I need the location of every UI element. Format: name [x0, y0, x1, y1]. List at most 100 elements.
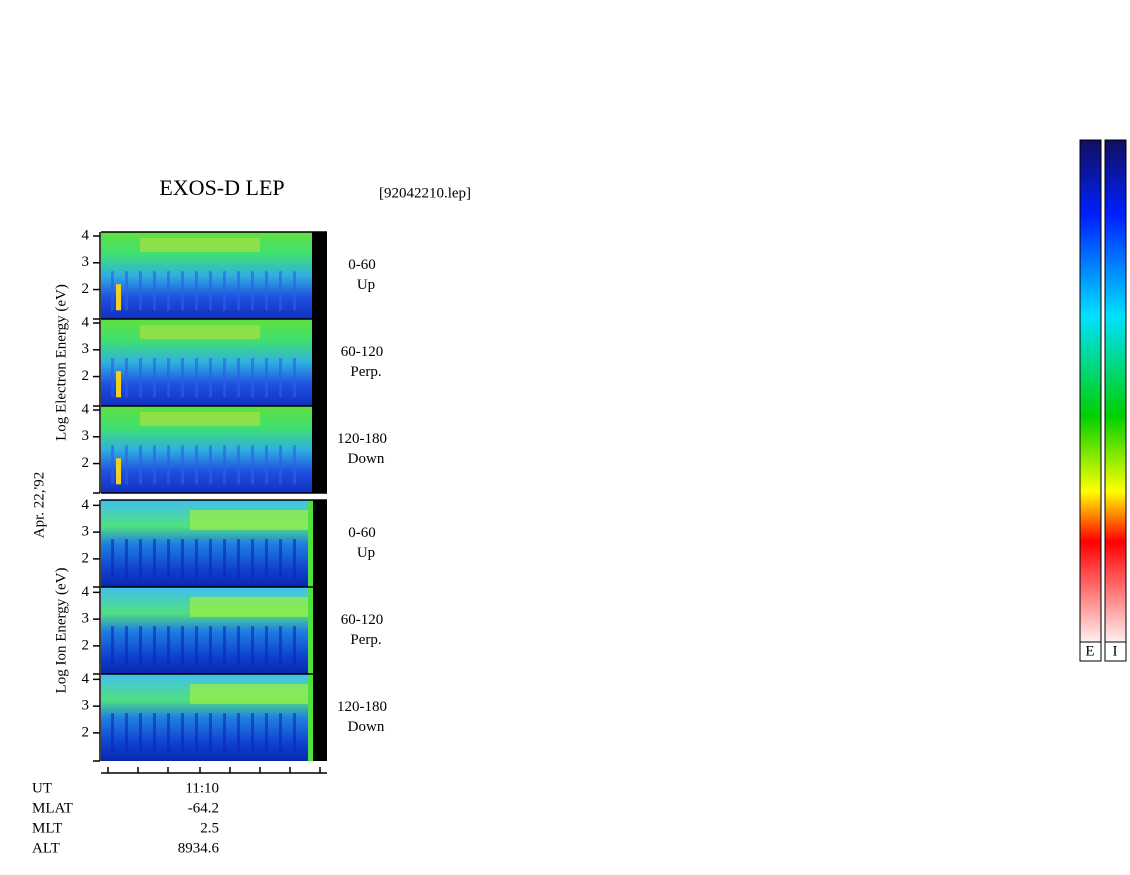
- spectrogram-streak: [167, 358, 170, 398]
- spectrogram-streak: [111, 713, 114, 753]
- direction: Perp.: [350, 364, 381, 380]
- spectrogram-streak: [223, 271, 226, 311]
- spectrogram-streak: [139, 539, 142, 579]
- spectrogram-streak: [251, 445, 254, 485]
- spectrogram-spike: [116, 284, 121, 311]
- spectrogram-streak: [153, 271, 156, 311]
- spectrogram-streak: [209, 713, 212, 753]
- spectrogram-streak: [195, 539, 198, 579]
- spectrogram-streak: [251, 539, 254, 579]
- spectrogram-streak: [167, 539, 170, 579]
- spectrogram-streak: [237, 271, 240, 311]
- spectrogram-streak: [111, 626, 114, 666]
- pitch-angle: 60-120: [341, 344, 384, 360]
- footer-label: UT: [32, 780, 52, 796]
- spectrogram-streak: [125, 358, 128, 398]
- spectrogram-streak: [237, 713, 240, 753]
- spectrogram-streak: [279, 539, 282, 579]
- y-tick-label: 4: [82, 314, 90, 330]
- spectrogram-streak: [209, 539, 212, 579]
- spectrogram-streak: [237, 358, 240, 398]
- spectrogram-streak: [153, 713, 156, 753]
- y-tick-label: 4: [82, 497, 90, 513]
- y-tick-label: 4: [82, 227, 90, 243]
- file-name: [92042210.lep]: [379, 185, 471, 201]
- y-tick-label: 2: [82, 550, 90, 566]
- spectrogram-streak: [181, 358, 184, 398]
- y-tick-label: 3: [82, 698, 90, 714]
- y-tick-label: 4: [82, 671, 90, 687]
- direction: Down: [348, 719, 385, 735]
- pitch-angle: 0-60: [348, 257, 376, 273]
- spectrogram-streak: [195, 358, 198, 398]
- spectrogram-band: [140, 412, 260, 426]
- spectrogram-streak: [279, 358, 282, 398]
- spectrogram-streak: [223, 626, 226, 666]
- footer-value: 8934.6: [178, 840, 220, 856]
- direction: Up: [357, 277, 375, 293]
- data-edge: [308, 674, 313, 761]
- data-gap: [312, 319, 327, 406]
- spectrogram-streak: [293, 358, 296, 398]
- data-gap: [313, 587, 327, 674]
- colorbar-label-box: [1104, 641, 1127, 662]
- spectrogram-spike: [116, 371, 121, 398]
- data-gap: [313, 674, 327, 761]
- spectrogram-streak: [223, 358, 226, 398]
- y-tick-label: 2: [82, 281, 90, 297]
- y-tick-label: 3: [82, 341, 90, 357]
- footer-value: 11:10: [185, 780, 219, 796]
- spectrogram-streak: [125, 445, 128, 485]
- spectrogram-streak: [237, 539, 240, 579]
- footer-label: MLAT: [32, 800, 73, 816]
- data-gap: [312, 232, 327, 319]
- spectrogram-streak: [181, 713, 184, 753]
- spectrogram-streak: [293, 713, 296, 753]
- spectrogram-streak: [237, 626, 240, 666]
- colorbar: [1104, 139, 1127, 643]
- pitch-angle: 0-60: [348, 525, 376, 541]
- spectrogram-streak: [265, 358, 268, 398]
- y-tick-label: 4: [82, 584, 90, 600]
- y-tick-label: 3: [82, 428, 90, 444]
- spectrogram-streak: [167, 445, 170, 485]
- direction: Perp.: [350, 632, 381, 648]
- spectrogram-streak: [265, 713, 268, 753]
- pitch-angle: 120-180: [337, 431, 387, 447]
- spectrogram-streak: [265, 626, 268, 666]
- spectrogram-streak: [195, 271, 198, 311]
- spectrogram-streak: [223, 445, 226, 485]
- y-tick-label: 4: [82, 401, 90, 417]
- spectrogram-band: [190, 597, 308, 617]
- spectrogram-streak: [181, 539, 184, 579]
- data-gap: [312, 406, 327, 493]
- spectrogram-streak: [111, 539, 114, 579]
- spectrogram-streak: [153, 358, 156, 398]
- spectrogram-band: [140, 325, 260, 339]
- spectrogram-streak: [167, 713, 170, 753]
- footer-value: -64.2: [188, 800, 219, 816]
- spectrogram-streak: [181, 271, 184, 311]
- pitch-angle: 60-120: [341, 612, 384, 628]
- data-gap: [313, 500, 327, 587]
- spectrogram-streak: [279, 626, 282, 666]
- spectrogram-streak: [279, 445, 282, 485]
- spectrogram-streak: [209, 358, 212, 398]
- spectrogram-streak: [125, 713, 128, 753]
- spectrogram-streak: [251, 713, 254, 753]
- spectrogram-streak: [125, 539, 128, 579]
- spectrogram-streak: [111, 358, 114, 398]
- spectrogram-streak: [279, 713, 282, 753]
- spectrogram-streak: [125, 271, 128, 311]
- spectrogram-streak: [293, 445, 296, 485]
- y-tick-label: 2: [82, 368, 90, 384]
- spectrogram-band: [140, 238, 260, 252]
- spectrogram-streak: [195, 713, 198, 753]
- spectrogram-streak: [265, 539, 268, 579]
- colorbar-label: I: [1113, 643, 1118, 659]
- spectrogram-streak: [167, 626, 170, 666]
- spectrogram-streak: [265, 271, 268, 311]
- spectrogram-streak: [251, 626, 254, 666]
